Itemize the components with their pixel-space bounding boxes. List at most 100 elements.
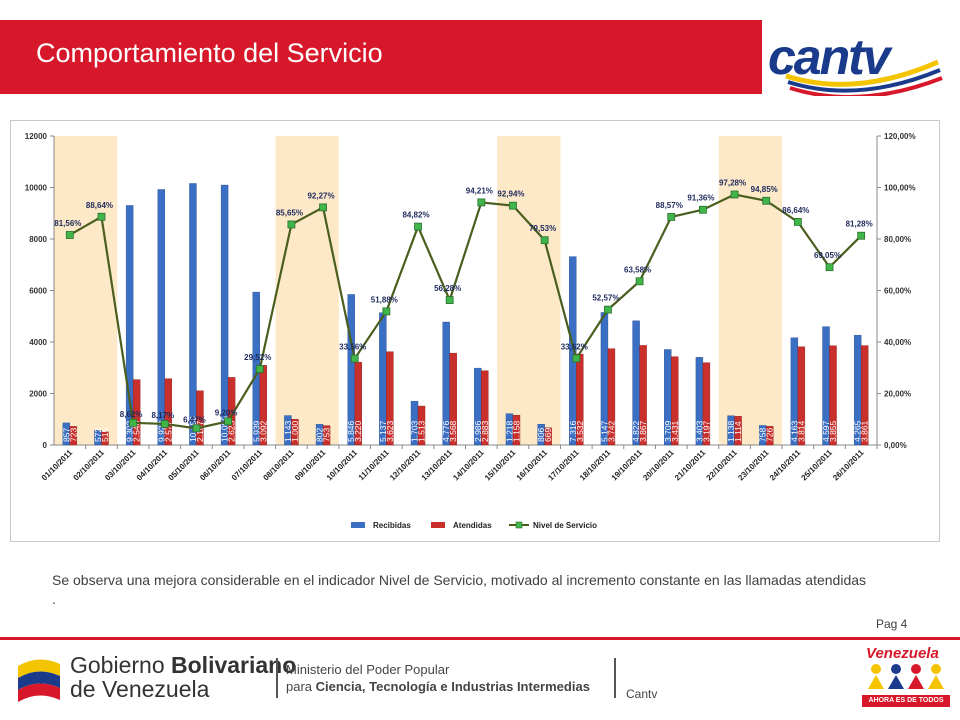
x-tick-label: 26/10/2011 bbox=[831, 448, 866, 483]
point-nivel-de-servicio bbox=[255, 365, 264, 373]
x-tick-label: 07/10/2011 bbox=[230, 448, 265, 483]
y2-tick-label: 20,00% bbox=[884, 390, 911, 399]
bar-label-atendidas: 726 bbox=[765, 428, 775, 442]
point-nivel-de-servicio bbox=[477, 198, 486, 207]
weekend-highlight bbox=[307, 136, 339, 445]
bar-label-recibidas: 2.986 bbox=[473, 420, 483, 442]
bar-label-recibidas: 3.709 bbox=[663, 420, 673, 442]
x-tick-label: 08/10/2011 bbox=[261, 448, 296, 483]
bar-recibidas bbox=[189, 183, 197, 446]
data-label-nivel-de-servicio: 9,20% bbox=[215, 408, 238, 417]
point-nivel-de-servicio bbox=[667, 213, 676, 221]
data-label-nivel-de-servicio: 33,62% bbox=[561, 342, 588, 351]
x-tick-label: 09/10/2011 bbox=[293, 448, 328, 483]
bar-label-recibidas: 758 bbox=[758, 428, 768, 442]
bar-label-atendidas: 1.114 bbox=[733, 421, 743, 442]
x-tick-label: 15/10/2011 bbox=[483, 448, 518, 483]
point-nivel-de-servicio bbox=[509, 201, 517, 210]
bar-label-atendidas: 2.577 bbox=[163, 420, 173, 442]
bar-atendidas bbox=[449, 352, 457, 446]
data-label-nivel-de-servicio: 92,94% bbox=[497, 190, 524, 199]
data-label-nivel-de-servicio: 29,52% bbox=[244, 353, 271, 362]
weekend-highlight bbox=[750, 136, 783, 445]
bar-atendidas bbox=[512, 414, 521, 446]
data-label-nivel-de-servicio: 63,58% bbox=[624, 265, 651, 274]
data-label-nivel-de-servicio: 56,28% bbox=[434, 284, 461, 293]
point-nivel-de-servicio bbox=[319, 203, 327, 212]
bar-atendidas bbox=[164, 378, 172, 446]
y2-tick-label: 40,00% bbox=[884, 338, 911, 347]
bar-atendidas bbox=[797, 346, 806, 446]
venezuela-badge: Venezuela AHORA ES DE TODOS bbox=[862, 645, 950, 709]
data-label-nivel-de-servicio: 84,82% bbox=[402, 211, 429, 220]
point-nivel-de-servicio bbox=[160, 420, 169, 428]
legend-swatch bbox=[431, 522, 445, 528]
y-tick-label: 2000 bbox=[29, 390, 47, 399]
data-label-nivel-de-servicio: 86,64% bbox=[782, 206, 809, 215]
bar-label-atendidas: 3.092 bbox=[258, 420, 268, 442]
government-logo-block: Gobierno Bolivariano de Venezuela Minist… bbox=[14, 648, 634, 708]
bar-atendidas bbox=[132, 379, 141, 446]
line-nivel-de-servicio bbox=[69, 193, 862, 430]
badge-slogan: AHORA ES DE TODOS bbox=[862, 695, 950, 707]
ministry-line-2: para Ciencia, Tecnología e Industrias In… bbox=[286, 679, 590, 694]
y-tick-label: 8000 bbox=[29, 235, 47, 244]
weekend-highlight bbox=[275, 136, 308, 445]
point-nivel-de-servicio bbox=[762, 196, 771, 205]
data-label-nivel-de-servicio: 8,17% bbox=[151, 411, 174, 420]
bar-label-atendidas: 3.861 bbox=[860, 420, 870, 442]
bar-label-atendidas: 723 bbox=[68, 428, 78, 442]
bar-label-recibidas: 1.143 bbox=[283, 420, 293, 442]
bar-label-recibidas: 7.316 bbox=[568, 420, 578, 442]
point-nivel-de-servicio bbox=[445, 296, 454, 304]
weekend-highlight bbox=[528, 136, 561, 445]
venezuela-flag-icon bbox=[18, 659, 60, 702]
legend-label: Atendidas bbox=[453, 521, 492, 530]
bar-label-atendidas: 3.431 bbox=[670, 420, 680, 442]
point-nivel-de-servicio bbox=[97, 212, 106, 221]
y2-tick-label: 60,00% bbox=[884, 287, 911, 296]
data-label-nivel-de-servicio: 81,28% bbox=[846, 220, 873, 229]
y2-tick-label: 120,00% bbox=[884, 132, 916, 141]
data-label-nivel-de-servicio: 33,56% bbox=[339, 343, 366, 352]
x-tick-label: 01/10/2011 bbox=[40, 448, 75, 483]
bar-label-recibidas: 1.138 bbox=[726, 420, 736, 442]
point-nivel-de-servicio bbox=[382, 307, 391, 316]
chart-frame: 0 2000 4000 6000 8000 10000 12000 0,00% 20,00% 40… bbox=[10, 120, 940, 542]
cantv-logo-text: cantv bbox=[768, 29, 891, 85]
bar-label-recibidas: 5.137 bbox=[378, 420, 388, 442]
x-tick-label: 13/10/2011 bbox=[420, 448, 455, 483]
page-number: Pag 4 bbox=[876, 617, 908, 631]
bar-label-atendidas: 3.220 bbox=[353, 420, 363, 442]
data-label-nivel-de-servicio: 94,85% bbox=[751, 185, 778, 194]
x-tick-label: 18/10/2011 bbox=[578, 448, 613, 483]
data-label-nivel-de-servicio: 94,21% bbox=[466, 186, 493, 195]
bar-atendidas bbox=[386, 351, 394, 446]
point-nivel-de-servicio bbox=[793, 218, 802, 226]
bar-atendidas bbox=[607, 348, 616, 446]
bar-atendidas bbox=[101, 431, 109, 446]
y2-tick-label: 80,00% bbox=[884, 235, 911, 244]
point-nivel-de-servicio bbox=[224, 417, 232, 426]
point-nivel-de-servicio bbox=[129, 418, 138, 427]
data-label-nivel-de-servicio: 81,56% bbox=[54, 219, 81, 228]
x-tick-label: 11/10/2011 bbox=[357, 448, 391, 482]
x-tick-label: 20/10/2011 bbox=[641, 448, 676, 483]
y2-tick-label: 100,00% bbox=[884, 184, 916, 193]
point-nivel-de-servicio bbox=[825, 263, 834, 272]
x-tick-label: 21/10/2011 bbox=[673, 448, 708, 483]
data-label-nivel-de-servicio: 79,53% bbox=[529, 224, 556, 233]
point-nivel-de-servicio bbox=[699, 205, 707, 214]
data-label-nivel-de-servicio: 97,28% bbox=[719, 179, 746, 188]
ministry-line-1: Ministerio del Poder Popular bbox=[286, 662, 450, 677]
footer-separator bbox=[614, 658, 616, 698]
service-chart: 0 2000 4000 6000 8000 10000 12000 0,00% 20,00% 40… bbox=[25, 132, 916, 530]
data-label-nivel-de-servicio: 91,36% bbox=[687, 194, 714, 203]
bar-atendidas bbox=[766, 426, 774, 446]
bar-label-atendidas: 669 bbox=[543, 428, 553, 442]
x-tick-label: 04/10/2011 bbox=[135, 448, 170, 483]
y-tick-label: 4000 bbox=[29, 338, 47, 347]
x-tick-label: 17/10/2011 bbox=[546, 448, 581, 483]
bar-label-recibidas: 4.265 bbox=[853, 420, 863, 442]
bar-label-recibidas: 5.939 bbox=[251, 420, 261, 442]
